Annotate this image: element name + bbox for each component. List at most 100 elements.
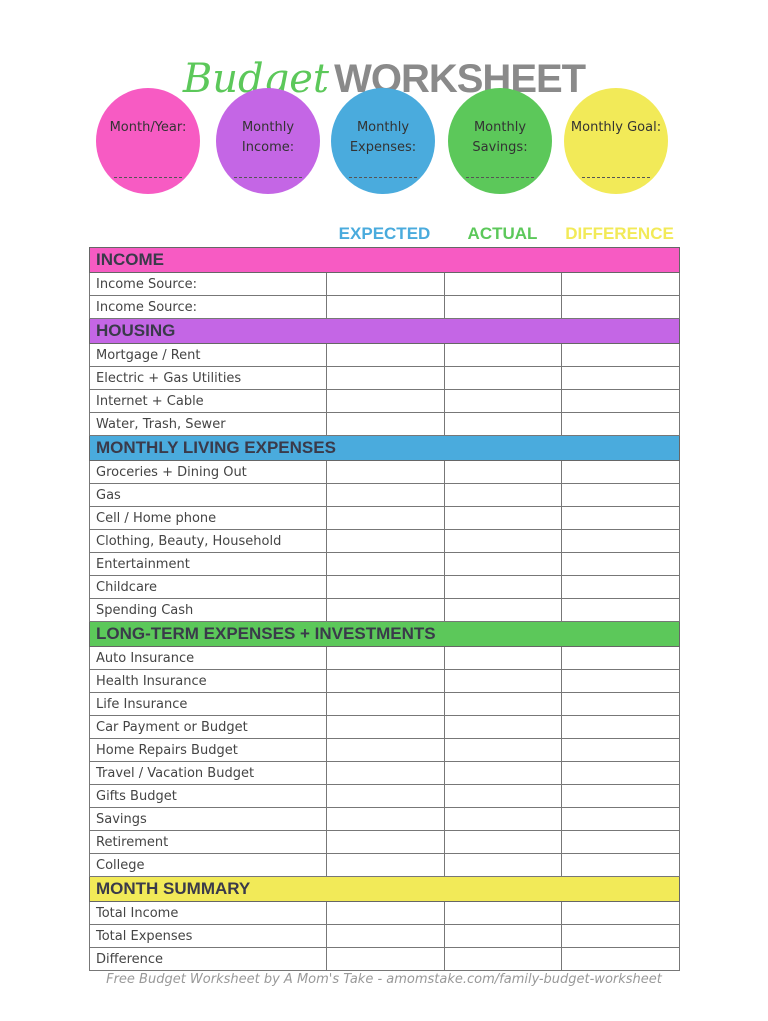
row-label: Income Source: xyxy=(89,295,327,319)
actual-cell[interactable] xyxy=(444,784,562,808)
expected-cell[interactable] xyxy=(326,807,445,831)
actual-cell[interactable] xyxy=(444,460,562,484)
difference-cell[interactable] xyxy=(561,295,680,319)
expected-cell[interactable] xyxy=(326,784,445,808)
difference-cell[interactable] xyxy=(561,529,680,553)
difference-cell[interactable] xyxy=(561,412,680,436)
difference-cell[interactable] xyxy=(561,575,680,599)
expected-cell[interactable] xyxy=(326,295,445,319)
difference-cell[interactable] xyxy=(561,598,680,622)
fill-in-line xyxy=(349,177,417,178)
actual-cell[interactable] xyxy=(444,901,562,925)
expected-cell[interactable] xyxy=(326,598,445,622)
expected-cell[interactable] xyxy=(326,389,445,413)
expected-cell[interactable] xyxy=(326,738,445,762)
actual-cell[interactable] xyxy=(444,295,562,319)
actual-cell[interactable] xyxy=(444,529,562,553)
actual-cell[interactable] xyxy=(444,853,562,877)
actual-cell[interactable] xyxy=(444,506,562,530)
column-header-actual: ACTUAL xyxy=(467,224,538,243)
expected-cell[interactable] xyxy=(326,366,445,390)
expected-cell[interactable] xyxy=(326,692,445,716)
expected-cell[interactable] xyxy=(326,947,445,971)
expected-cell[interactable] xyxy=(326,830,445,854)
table-row: Mortgage / Rent xyxy=(89,343,680,367)
expected-cell[interactable] xyxy=(326,343,445,367)
expected-cell[interactable] xyxy=(326,924,445,948)
difference-cell[interactable] xyxy=(561,552,680,576)
actual-cell[interactable] xyxy=(444,669,562,693)
difference-cell[interactable] xyxy=(561,483,680,507)
expected-cell[interactable] xyxy=(326,901,445,925)
actual-cell[interactable] xyxy=(444,343,562,367)
actual-cell[interactable] xyxy=(444,761,562,785)
difference-cell[interactable] xyxy=(561,761,680,785)
row-label: Childcare xyxy=(89,575,327,599)
actual-cell[interactable] xyxy=(444,830,562,854)
difference-cell[interactable] xyxy=(561,901,680,925)
difference-cell[interactable] xyxy=(561,646,680,670)
table-row: Car Payment or Budget xyxy=(89,715,680,739)
table-row: Auto Insurance xyxy=(89,646,680,670)
summary-circle[interactable]: Month/Year: xyxy=(96,88,200,194)
expected-cell[interactable] xyxy=(326,412,445,436)
actual-cell[interactable] xyxy=(444,738,562,762)
summary-circle[interactable]: Monthly Income: xyxy=(216,88,320,194)
summary-circle[interactable]: Monthly Goal: xyxy=(564,88,668,194)
actual-cell[interactable] xyxy=(444,575,562,599)
section-title: INCOME xyxy=(89,247,680,273)
actual-cell[interactable] xyxy=(444,598,562,622)
difference-cell[interactable] xyxy=(561,807,680,831)
difference-cell[interactable] xyxy=(561,692,680,716)
expected-cell[interactable] xyxy=(326,646,445,670)
actual-cell[interactable] xyxy=(444,715,562,739)
actual-cell[interactable] xyxy=(444,807,562,831)
expected-cell[interactable] xyxy=(326,506,445,530)
difference-cell[interactable] xyxy=(561,830,680,854)
expected-cell[interactable] xyxy=(326,529,445,553)
row-label: Retirement xyxy=(89,830,327,854)
column-header-expected: EXPECTED xyxy=(338,224,431,243)
actual-cell[interactable] xyxy=(444,389,562,413)
expected-cell[interactable] xyxy=(326,552,445,576)
row-label: Internet + Cable xyxy=(89,389,327,413)
difference-cell[interactable] xyxy=(561,738,680,762)
difference-cell[interactable] xyxy=(561,715,680,739)
actual-cell[interactable] xyxy=(444,483,562,507)
row-label: Mortgage / Rent xyxy=(89,343,327,367)
expected-cell[interactable] xyxy=(326,669,445,693)
actual-cell[interactable] xyxy=(444,366,562,390)
difference-cell[interactable] xyxy=(561,506,680,530)
difference-cell[interactable] xyxy=(561,784,680,808)
row-label: Groceries + Dining Out xyxy=(89,460,327,484)
difference-cell[interactable] xyxy=(561,947,680,971)
expected-cell[interactable] xyxy=(326,575,445,599)
circle-label: Monthly Goal: xyxy=(570,120,662,135)
actual-cell[interactable] xyxy=(444,692,562,716)
difference-cell[interactable] xyxy=(561,460,680,484)
summary-circle[interactable]: Monthly Savings: xyxy=(448,88,552,194)
row-label: Income Source: xyxy=(89,272,327,296)
actual-cell[interactable] xyxy=(444,552,562,576)
difference-cell[interactable] xyxy=(561,669,680,693)
difference-cell[interactable] xyxy=(561,366,680,390)
expected-cell[interactable] xyxy=(326,761,445,785)
difference-cell[interactable] xyxy=(561,389,680,413)
actual-cell[interactable] xyxy=(444,947,562,971)
difference-cell[interactable] xyxy=(561,343,680,367)
actual-cell[interactable] xyxy=(444,646,562,670)
table-row: Entertainment xyxy=(89,552,680,576)
expected-cell[interactable] xyxy=(326,460,445,484)
expected-cell[interactable] xyxy=(326,272,445,296)
row-label: Home Repairs Budget xyxy=(89,738,327,762)
actual-cell[interactable] xyxy=(444,412,562,436)
summary-circle[interactable]: Monthly Expenses: xyxy=(331,88,435,194)
expected-cell[interactable] xyxy=(326,853,445,877)
actual-cell[interactable] xyxy=(444,924,562,948)
expected-cell[interactable] xyxy=(326,715,445,739)
difference-cell[interactable] xyxy=(561,924,680,948)
expected-cell[interactable] xyxy=(326,483,445,507)
actual-cell[interactable] xyxy=(444,272,562,296)
difference-cell[interactable] xyxy=(561,272,680,296)
difference-cell[interactable] xyxy=(561,853,680,877)
